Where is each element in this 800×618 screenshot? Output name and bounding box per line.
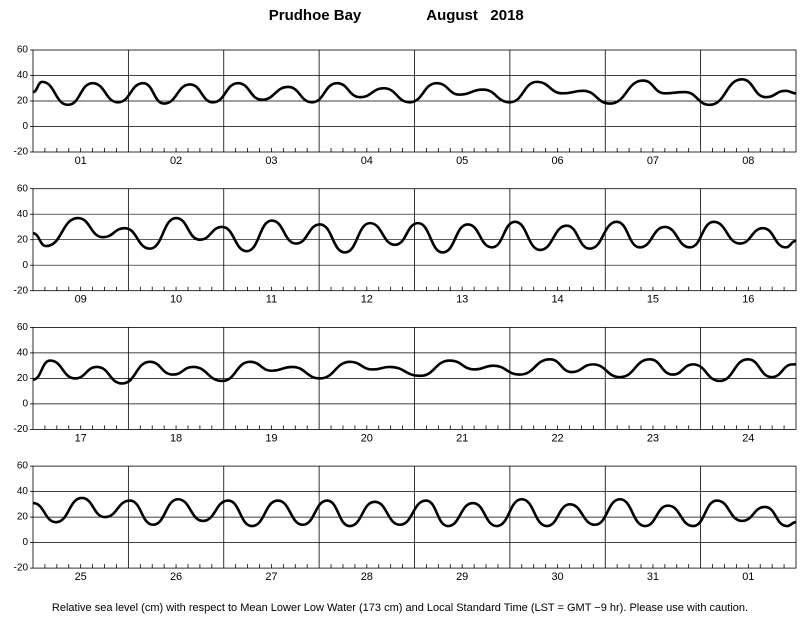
x-tick-label: 27 [265, 571, 277, 583]
chart-title: Prudhoe Bay [269, 7, 362, 24]
x-tick-label: 20 [361, 432, 373, 444]
x-tick-label: 31 [647, 571, 659, 583]
y-tick-label: 20 [17, 373, 29, 384]
tide-line [32, 357, 796, 385]
y-tick-label: 60 [17, 45, 29, 56]
x-tick-label: 13 [456, 294, 468, 306]
x-tick-label: 03 [265, 155, 277, 167]
x-tick-label: 18 [170, 432, 182, 444]
x-tick-label: 05 [456, 155, 468, 167]
y-tick-label: 60 [17, 461, 29, 472]
y-tick-label: 0 [22, 399, 28, 410]
chart-subtitle: August 2018 [426, 7, 524, 24]
y-tick-label: 60 [17, 322, 29, 333]
x-tick-label: 29 [456, 571, 468, 583]
y-tick-label: 20 [17, 96, 29, 107]
y-tick-label: -20 [14, 563, 29, 574]
x-tick-label: 19 [265, 432, 277, 444]
x-tick-label: 26 [170, 571, 182, 583]
x-tick-label: 08 [742, 155, 754, 167]
y-tick-label: -20 [14, 147, 29, 158]
y-tick-label: 40 [17, 70, 29, 81]
y-tick-label: 20 [17, 234, 29, 245]
x-tick-label: 14 [551, 294, 563, 306]
y-tick-label: 0 [22, 260, 28, 271]
x-tick-label: 07 [647, 155, 659, 167]
y-tick-label: 40 [17, 209, 29, 220]
x-tick-label: 15 [647, 294, 659, 306]
tide-line [32, 216, 797, 254]
y-tick-label: 40 [17, 348, 29, 359]
x-tick-label: 21 [456, 432, 468, 444]
footnote: Relative sea level (cm) with respect to … [52, 602, 748, 614]
x-tick-label: 30 [551, 571, 563, 583]
x-tick-label: 02 [170, 155, 182, 167]
x-tick-label: 11 [266, 294, 277, 306]
x-tick-label: 10 [170, 294, 182, 306]
x-tick-label: 17 [75, 432, 87, 444]
y-tick-label: 0 [22, 537, 28, 548]
x-tick-label: 24 [742, 432, 754, 444]
x-tick-label: 01 [75, 155, 87, 167]
x-tick-label: 12 [361, 294, 373, 306]
x-tick-label: 04 [361, 155, 373, 167]
x-tick-label: 22 [551, 432, 563, 444]
y-tick-label: 20 [17, 512, 29, 523]
y-tick-label: 40 [17, 486, 29, 497]
x-tick-label: 06 [551, 155, 563, 167]
tide-line [32, 496, 797, 528]
y-tick-label: 0 [22, 121, 28, 132]
x-tick-label: 23 [647, 432, 659, 444]
x-tick-label: 25 [75, 571, 87, 583]
x-tick-label: 09 [75, 294, 87, 306]
y-tick-label: -20 [14, 285, 29, 296]
x-tick-label: 01 [742, 571, 754, 583]
y-tick-label: -20 [14, 424, 29, 435]
tide-line [32, 78, 797, 107]
x-tick-label: 16 [742, 294, 754, 306]
x-tick-label: 28 [361, 571, 373, 583]
y-tick-label: 60 [17, 183, 29, 194]
